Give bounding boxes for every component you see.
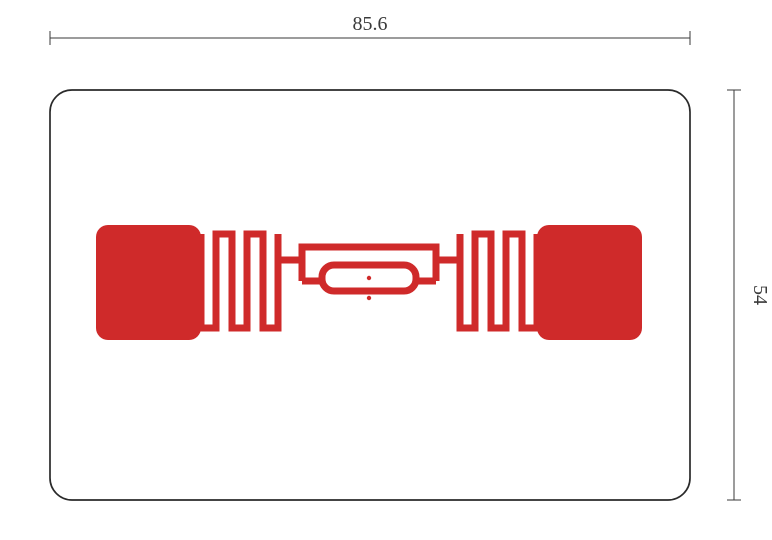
diagram-stage: 85.6 54 [0,0,772,540]
dim-width-label: 85.6 [353,13,388,35]
antenna-dot-1 [367,276,371,280]
dim-height-label: 54 [749,285,771,305]
antenna-pad-left [96,225,201,340]
antenna-pad-right [537,225,642,340]
antenna-dot-2 [367,296,371,300]
dimensioned-card-svg: 85.6 54 [0,0,772,540]
